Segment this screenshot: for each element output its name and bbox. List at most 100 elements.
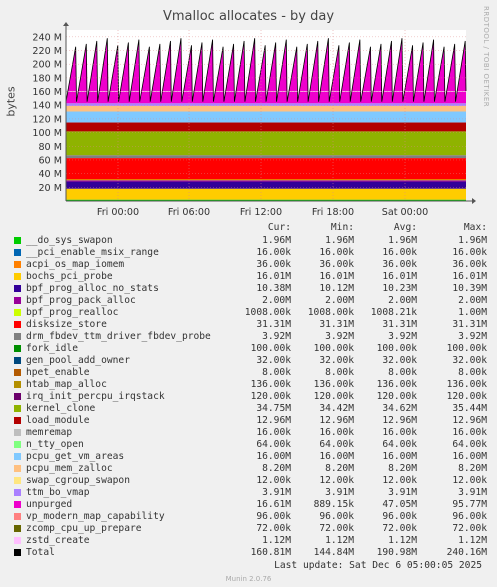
legend-cur-value: 34.75M bbox=[256, 403, 291, 414]
series-area-ttm_bo_vmap bbox=[66, 103, 466, 106]
legend-avg-value: 16.00k bbox=[382, 247, 417, 258]
legend-max-value: 64.00k bbox=[452, 439, 487, 450]
legend-min-value: 12.96M bbox=[319, 415, 354, 426]
chart-title: Vmalloc allocates - by day bbox=[162, 9, 335, 24]
legend-swatch bbox=[14, 237, 21, 244]
legend-cur-value: 1008.00k bbox=[244, 307, 291, 318]
legend-row: Total 160.81M 144.84M 190.98M 240.16M bbox=[0, 547, 497, 559]
x-axis-arrow bbox=[472, 198, 476, 204]
legend-swatch bbox=[14, 513, 21, 520]
legend-cur-value: 64.00k bbox=[256, 439, 291, 450]
x-tick-label: Fri 06:00 bbox=[168, 207, 210, 218]
legend-avg-value: 96.00k bbox=[382, 511, 417, 522]
legend-series-name: hpet_enable bbox=[26, 367, 90, 378]
legend-cur-value: 8.20M bbox=[262, 463, 291, 474]
legend-avg-value: 1008.21k bbox=[370, 307, 417, 318]
col-min: Min: bbox=[330, 222, 354, 233]
legend-cur-value: 16.61M bbox=[256, 499, 291, 510]
y-tick-label: 240 M bbox=[32, 32, 62, 43]
legend-row: drm_fbdev_ttm_driver_fbdev_probe 3.92M 3.9… bbox=[0, 331, 497, 343]
legend-swatch bbox=[14, 441, 21, 448]
y-tick-label: 40 M bbox=[38, 169, 62, 180]
legend-avg-value: 16.00M bbox=[382, 451, 417, 462]
legend-avg-value: 1.96M bbox=[388, 235, 417, 246]
legend-max-value: 1.00M bbox=[458, 307, 487, 318]
series-area-__do_sys_swapon bbox=[66, 199, 466, 201]
legend-max-value: 8.20M bbox=[458, 463, 487, 474]
legend-cur-value: 160.81M bbox=[250, 547, 291, 558]
legend-swatch bbox=[14, 393, 21, 400]
legend-max-value: 136.00k bbox=[446, 379, 487, 390]
x-tick-label: Sat 00:00 bbox=[382, 207, 428, 218]
legend-max-value: 72.00k bbox=[452, 523, 487, 534]
legend-avg-value: 31.31M bbox=[382, 319, 417, 330]
col-avg: Avg: bbox=[393, 222, 417, 233]
legend-series-name: __pci_enable_msix_range bbox=[26, 247, 159, 258]
legend-cur-value: 12.96M bbox=[256, 415, 291, 426]
legend-max-value: 36.00k bbox=[452, 259, 487, 270]
legend-cur-value: 16.00k bbox=[256, 247, 291, 258]
y-axis-arrow bbox=[63, 22, 69, 26]
col-cur: Cur: bbox=[267, 222, 291, 233]
legend-avg-value: 72.00k bbox=[382, 523, 417, 534]
y-tick-label: 140 M bbox=[32, 101, 62, 112]
legend-avg-value: 136.00k bbox=[376, 379, 417, 390]
legend-series-name: vp_modern_map_capability bbox=[26, 511, 165, 522]
legend-min-value: 96.00k bbox=[319, 511, 354, 522]
legend-swatch bbox=[14, 381, 21, 388]
legend-max-value: 1.96M bbox=[458, 235, 487, 246]
legend-max-value: 16.00k bbox=[452, 247, 487, 258]
legend-row: unpurged 16.61M 889.15k 47.05M 95.77M bbox=[0, 499, 497, 511]
legend-cur-value: 3.92M bbox=[262, 331, 291, 342]
legend-min-value: 36.00k bbox=[319, 259, 354, 270]
legend-avg-value: 64.00k bbox=[382, 439, 417, 450]
y-tick-label: 220 M bbox=[32, 46, 62, 57]
legend-series-name: kernel_clone bbox=[26, 403, 96, 414]
legend-row: swap_cgroup_swapon 12.00k 12.00k 12.00k 12.0… bbox=[0, 475, 497, 487]
legend-swatch bbox=[14, 489, 21, 496]
legend-max-value: 16.01M bbox=[452, 271, 487, 282]
series-line-total bbox=[65, 38, 467, 102]
legend-min-value: 31.31M bbox=[319, 319, 354, 330]
legend-row: bpf_prog_alloc_no_stats 10.38M 10.12M 10.23… bbox=[0, 283, 497, 295]
legend-min-value: 16.00k bbox=[319, 427, 354, 438]
legend-avg-value: 8.20M bbox=[388, 463, 417, 474]
x-tick-label: Fri 12:00 bbox=[240, 207, 282, 218]
legend-swatch bbox=[14, 465, 21, 472]
series-area-bpf_prog_realloc bbox=[66, 179, 466, 181]
legend-avg-value: 3.92M bbox=[388, 331, 417, 342]
legend-min-value: 8.00k bbox=[325, 367, 354, 378]
legend-series-name: pcpu_mem_zalloc bbox=[26, 463, 113, 474]
legend-row: vp_modern_map_capability 96.00k 96.00k 96.0… bbox=[0, 511, 497, 523]
legend-swatch bbox=[14, 249, 21, 256]
legend-cur-value: 120.00k bbox=[250, 391, 291, 402]
legend-row: ttm_bo_vmap 3.91M 3.91M 3.91M 3.91M bbox=[0, 487, 497, 499]
legend-series-name: swap_cgroup_swapon bbox=[26, 475, 130, 486]
legend-row: irq_init_percpu_irqstack 120.00k 120.00k 12… bbox=[0, 391, 497, 403]
legend-avg-value: 16.00k bbox=[382, 427, 417, 438]
y-tick-label: 180 M bbox=[32, 73, 62, 84]
legend-avg-value: 1.12M bbox=[388, 535, 417, 546]
legend-series-name: disksize_store bbox=[26, 319, 107, 330]
legend-max-value: 3.91M bbox=[458, 487, 487, 498]
legend-min-value: 8.20M bbox=[325, 463, 354, 474]
legend-min-value: 2.00M bbox=[325, 295, 354, 306]
legend-row: hpet_enable 8.00k 8.00k 8.00k 8.00k bbox=[0, 367, 497, 379]
legend-swatch bbox=[14, 405, 21, 412]
series-area-pcpu_get_vm_areas bbox=[66, 111, 466, 123]
legend-avg-value: 12.00k bbox=[382, 475, 417, 486]
legend-min-value: 3.92M bbox=[325, 331, 354, 342]
series-area-bochs_pci_probe bbox=[66, 188, 466, 200]
legend-series-name: zstd_create bbox=[26, 535, 90, 546]
legend-avg-value: 12.96M bbox=[382, 415, 417, 426]
legend-row: bpf_prog_pack_alloc 2.00M 2.00M 2.00M 2.00M bbox=[0, 295, 497, 307]
legend-series-name: n_tty_open bbox=[26, 439, 84, 450]
legend-row: bochs_pci_probe 16.01M 16.01M 16.01M 16.01M bbox=[0, 271, 497, 283]
legend-min-value: 1.96M bbox=[325, 235, 354, 246]
legend-max-value: 3.92M bbox=[458, 331, 487, 342]
legend-min-value: 16.00M bbox=[319, 451, 354, 462]
legend-series-name: unpurged bbox=[26, 499, 73, 510]
legend-cur-value: 136.00k bbox=[250, 379, 291, 390]
legend-series-name: ttm_bo_vmap bbox=[26, 487, 90, 498]
legend-row: kernel_clone 34.75M 34.42M 34.62M 35.44M bbox=[0, 403, 497, 415]
